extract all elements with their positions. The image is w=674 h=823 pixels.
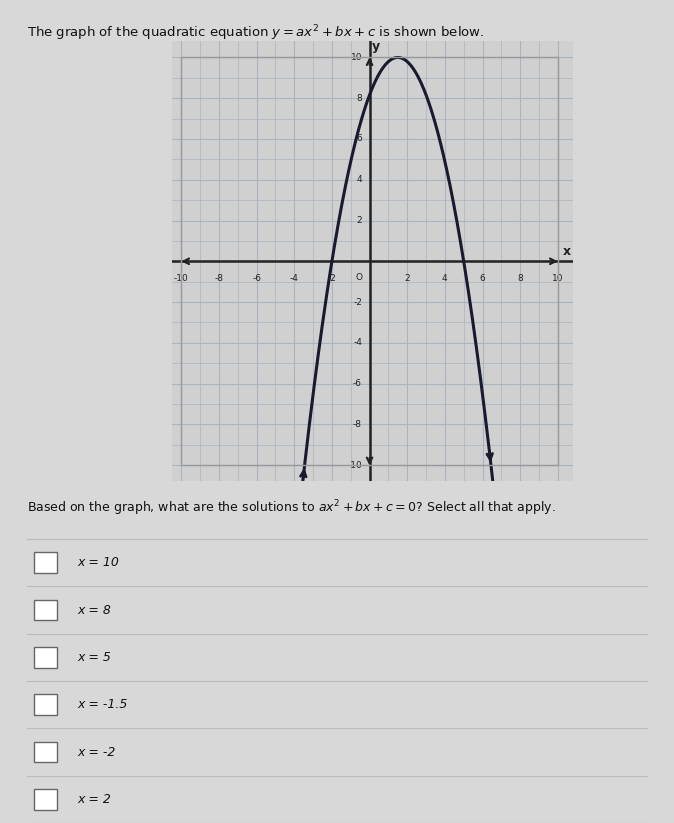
Text: Based on the graph, what are the solutions to $ax^2 + bx + c = 0$? Select all th: Based on the graph, what are the solutio… [27, 498, 556, 518]
Text: x = -1.5: x = -1.5 [78, 698, 128, 711]
Text: x = 8: x = 8 [78, 603, 111, 616]
Text: x = 5: x = 5 [78, 651, 111, 664]
Text: -4: -4 [353, 338, 362, 347]
Text: -10: -10 [174, 273, 189, 282]
Text: 2: 2 [357, 216, 362, 225]
Text: 2: 2 [404, 273, 410, 282]
Text: 10: 10 [350, 53, 362, 62]
Text: O: O [355, 272, 362, 281]
Text: -10: -10 [347, 461, 362, 470]
Text: 4: 4 [442, 273, 448, 282]
Text: -6: -6 [252, 273, 261, 282]
Text: -2: -2 [353, 298, 362, 307]
Text: x = -2: x = -2 [78, 746, 116, 759]
Text: 8: 8 [357, 94, 362, 103]
Text: The graph of the quadratic equation $y = ax^2 + bx + c$ is shown below.: The graph of the quadratic equation $y =… [27, 23, 485, 43]
Text: x = 2: x = 2 [78, 793, 111, 806]
Text: x = 10: x = 10 [78, 556, 119, 570]
Text: -6: -6 [353, 379, 362, 388]
Text: 6: 6 [357, 134, 362, 143]
Text: 6: 6 [480, 273, 485, 282]
Text: -8: -8 [214, 273, 224, 282]
Text: x: x [563, 244, 572, 258]
Text: -4: -4 [290, 273, 299, 282]
Text: 8: 8 [518, 273, 523, 282]
Text: y: y [372, 40, 380, 53]
Text: -2: -2 [328, 273, 336, 282]
Text: 10: 10 [552, 273, 563, 282]
Text: 4: 4 [357, 175, 362, 184]
Text: -8: -8 [353, 420, 362, 429]
